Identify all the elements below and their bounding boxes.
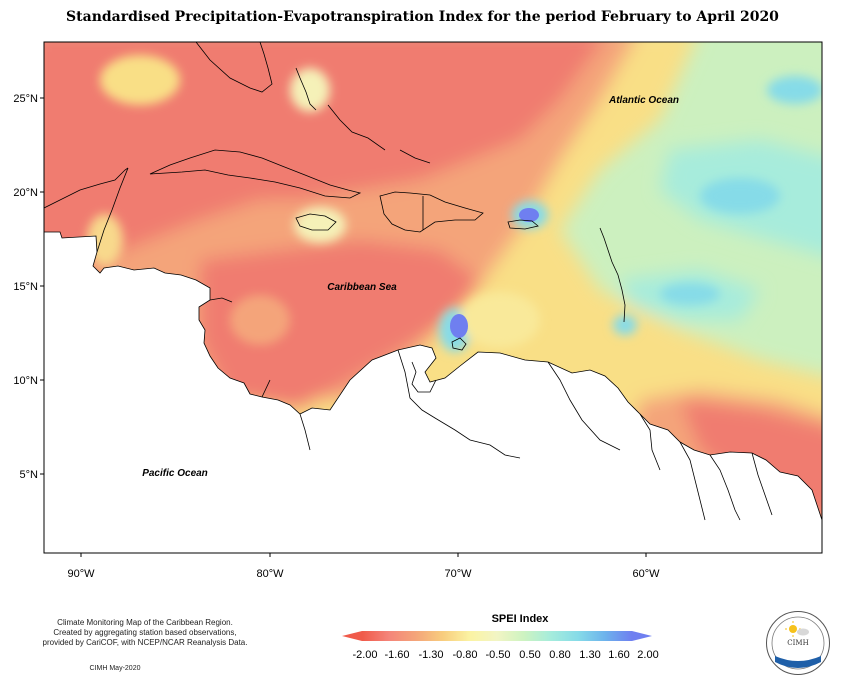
pacific-ocean-label: Pacific Ocean xyxy=(142,468,208,479)
latitude-axis: 25°N 20°N 15°N 10°N 5°N xyxy=(13,93,44,481)
atlantic-ocean-label: Atlantic Ocean xyxy=(608,95,679,106)
credits-line: Climate Monitoring Map of the Caribbean … xyxy=(57,618,233,627)
wet-anomaly-puerto-rico xyxy=(519,208,539,222)
legend-value: 1.60 xyxy=(608,649,630,661)
legend-value: 0.50 xyxy=(519,649,541,661)
wet-anomaly-aruba xyxy=(450,314,468,338)
legend-value: 1.30 xyxy=(579,649,601,661)
map-title: Standardised Precipitation-Evapotranspir… xyxy=(66,9,779,25)
credits-text: Climate Monitoring Map of the Caribbean … xyxy=(30,618,260,648)
legend-value: -1.30 xyxy=(418,649,444,661)
legend-value: -0.50 xyxy=(485,649,511,661)
lat-label: 20°N xyxy=(13,187,38,199)
lat-label: 10°N xyxy=(13,375,38,387)
caribbean-sea-label: Caribbean Sea xyxy=(327,282,397,293)
lat-label: 15°N xyxy=(13,281,38,293)
legend-value: -2.00 xyxy=(352,649,378,661)
lon-label: 60°W xyxy=(632,568,660,580)
credits-line: Created by aggregating station based obs… xyxy=(53,628,237,637)
coastlines xyxy=(44,42,773,521)
legend-value: 0.80 xyxy=(549,649,571,661)
lon-label: 70°W xyxy=(444,568,472,580)
lat-label: 5°N xyxy=(20,469,39,481)
landmass xyxy=(44,231,822,553)
longitude-axis: 90°W 80°W 70°W 60°W xyxy=(67,553,660,580)
sun-cloud-icon xyxy=(771,616,825,670)
lon-label: 90°W xyxy=(67,568,95,580)
legend-value: -0.80 xyxy=(452,649,478,661)
legend-title: SPEI Index xyxy=(491,613,549,625)
credits-line: provided by CariCOF, with NCEP/NCAR Rean… xyxy=(42,638,248,647)
legend-colorbar xyxy=(342,631,652,641)
credits-date: CIMH May-2020 xyxy=(89,665,141,672)
lat-label: 25°N xyxy=(13,93,38,105)
legend-value: -1.60 xyxy=(384,649,410,661)
lon-label: 80°W xyxy=(256,568,284,580)
map-frame xyxy=(43,41,823,554)
cimh-logo: CIMH xyxy=(766,611,830,675)
logo-name: CIMH xyxy=(787,639,809,647)
legend-value: 2.00 xyxy=(637,649,659,661)
